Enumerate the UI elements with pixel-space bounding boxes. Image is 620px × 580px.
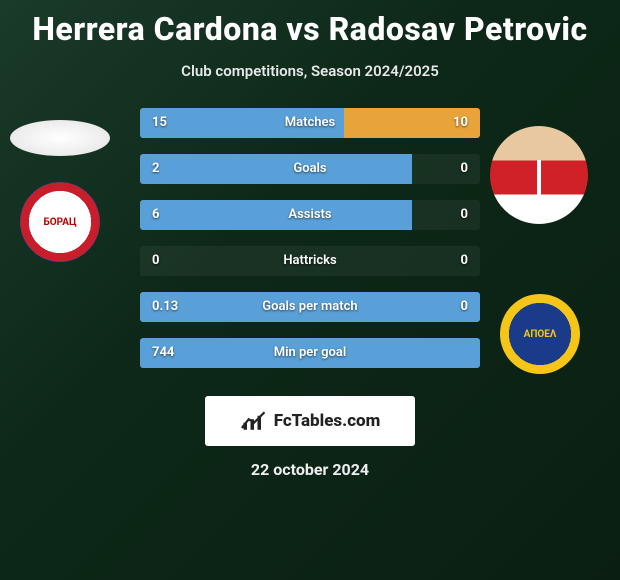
stat-row: 744Min per goal bbox=[140, 338, 480, 368]
comparison-area: 15Matches102Goals06Assists00Hattricks00.… bbox=[0, 108, 620, 388]
source-badge: FcTables.com bbox=[205, 396, 415, 446]
stat-right-value: 0 bbox=[461, 246, 468, 276]
stat-label: Min per goal bbox=[140, 338, 480, 368]
source-label: FcTables.com bbox=[274, 411, 381, 431]
stat-label: Goals bbox=[140, 154, 480, 184]
crest-left-label: БОРАЦ bbox=[43, 217, 76, 228]
stat-bars: 15Matches102Goals06Assists00Hattricks00.… bbox=[140, 108, 480, 384]
player-left-crest: БОРАЦ bbox=[20, 182, 100, 262]
stat-right-value: 0 bbox=[461, 292, 468, 322]
avatar-right-image bbox=[490, 126, 588, 224]
stat-label: Hattricks bbox=[140, 246, 480, 276]
stat-row: 0Hattricks0 bbox=[140, 246, 480, 276]
chart-icon bbox=[240, 409, 268, 433]
avatar-placeholder bbox=[10, 120, 110, 156]
stat-row: 6Assists0 bbox=[140, 200, 480, 230]
stat-row: 0.13Goals per match0 bbox=[140, 292, 480, 322]
crest-right-label: ΑΠΟΕΛ bbox=[524, 329, 557, 340]
player-right-avatar bbox=[490, 126, 588, 224]
stat-label: Assists bbox=[140, 200, 480, 230]
page-title: Herrera Cardona vs Radosav Petrovic bbox=[0, 0, 620, 48]
stat-right-value: 10 bbox=[453, 108, 468, 138]
subtitle: Club competitions, Season 2024/2025 bbox=[0, 62, 620, 80]
stat-row: 2Goals0 bbox=[140, 154, 480, 184]
stat-label: Goals per match bbox=[140, 292, 480, 322]
player-left-avatar bbox=[10, 120, 110, 156]
stat-right-value: 0 bbox=[461, 154, 468, 184]
stat-right-value: 0 bbox=[461, 200, 468, 230]
date: 22 october 2024 bbox=[0, 460, 620, 479]
stat-label: Matches bbox=[140, 108, 480, 138]
player-right-crest: ΑΠΟΕΛ bbox=[500, 294, 580, 374]
stat-row: 15Matches10 bbox=[140, 108, 480, 138]
